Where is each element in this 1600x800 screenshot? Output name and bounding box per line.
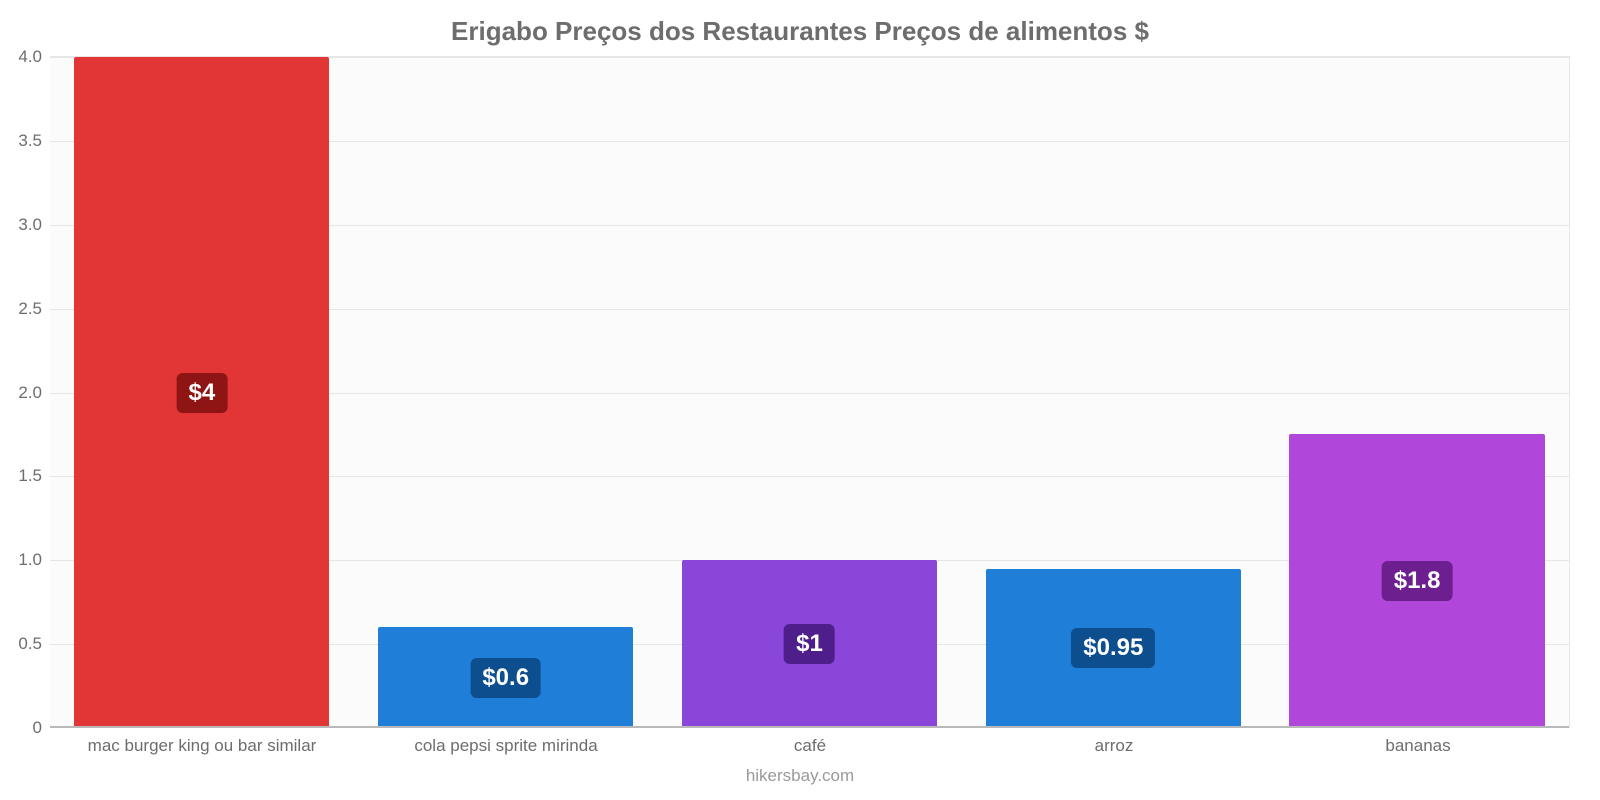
value-badge: $1.8 — [1382, 561, 1453, 601]
bar-slot: $0.95 — [961, 57, 1265, 728]
x-axis-line — [50, 726, 1569, 728]
plot-area: $4$0.6$1$0.95$1.8 00.51.01.52.02.53.03.5… — [50, 56, 1570, 728]
x-tick-label: mac burger king ou bar similar — [50, 736, 354, 756]
y-tick-label: 4.0 — [18, 47, 50, 67]
plot-inner: $4$0.6$1$0.95$1.8 00.51.01.52.02.53.03.5… — [50, 57, 1569, 728]
y-tick-label: 3.0 — [18, 215, 50, 235]
y-tick-label: 3.5 — [18, 131, 50, 151]
bar-slot: $0.6 — [354, 57, 658, 728]
value-badge: $4 — [177, 373, 228, 413]
value-badge: $0.95 — [1071, 628, 1155, 668]
bar: $4 — [74, 57, 329, 728]
bar: $1.8 — [1289, 434, 1544, 728]
x-tick-label: cola pepsi sprite mirinda — [354, 736, 658, 756]
bars-group: $4 $0.6 $1 $0.95 $1.8 — [50, 57, 1569, 728]
source-label: hikersbay.com — [0, 766, 1600, 786]
value-badge: $0.6 — [470, 658, 541, 698]
value-badge: $1 — [784, 624, 835, 664]
x-tick-label: café — [658, 736, 962, 756]
y-tick-label: 2.5 — [18, 299, 50, 319]
x-tick-label: bananas — [1266, 736, 1570, 756]
x-tick-label: arroz — [962, 736, 1266, 756]
bar-slot: $4 — [50, 57, 354, 728]
bar: $0.95 — [986, 569, 1241, 728]
x-axis-labels: mac burger king ou bar similarcola pepsi… — [50, 736, 1570, 756]
bar-slot: $1.8 — [1265, 57, 1569, 728]
chart-title: Erigabo Preços dos Restaurantes Preços d… — [0, 0, 1600, 47]
bar-slot: $1 — [658, 57, 962, 728]
y-tick-label: 2.0 — [18, 383, 50, 403]
chart-container: Erigabo Preços dos Restaurantes Preços d… — [0, 0, 1600, 800]
y-tick-label: 1.0 — [18, 550, 50, 570]
y-tick-label: 0 — [33, 718, 50, 738]
y-tick-label: 1.5 — [18, 466, 50, 486]
bar: $0.6 — [378, 627, 633, 728]
y-tick-label: 0.5 — [18, 634, 50, 654]
bar: $1 — [682, 560, 937, 728]
